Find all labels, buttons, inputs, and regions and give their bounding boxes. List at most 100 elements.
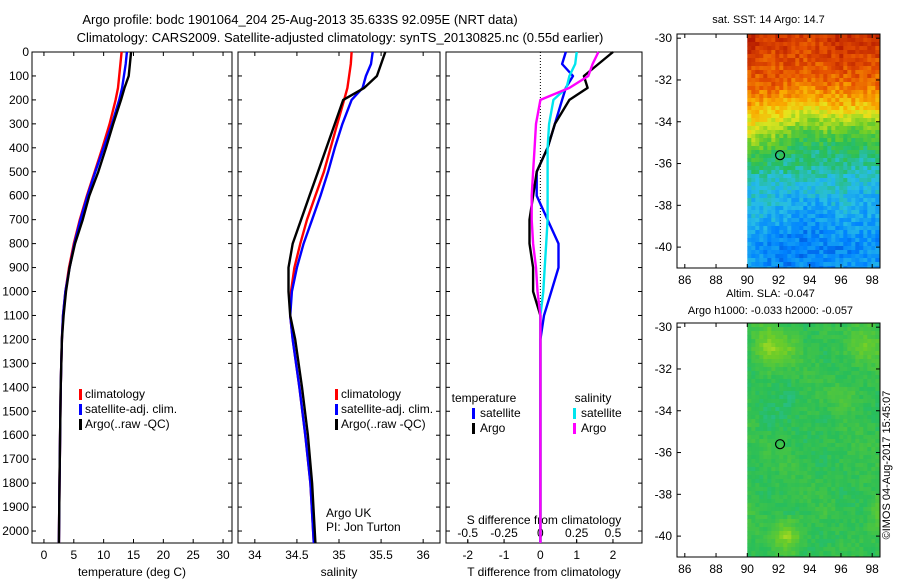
heatmap-cell	[755, 451, 760, 456]
heatmap-cell	[871, 331, 876, 336]
heatmap-cell	[843, 343, 848, 348]
heatmap-cell	[875, 62, 880, 67]
heatmap-cell	[867, 423, 872, 428]
heatmap-cell	[875, 519, 880, 524]
y-tick-label: 0	[22, 45, 29, 59]
heatmap-cell	[783, 391, 788, 396]
heatmap-cell	[779, 467, 784, 472]
heatmap-cell	[763, 407, 768, 412]
heatmap-cell	[783, 387, 788, 392]
heatmap-cell	[767, 347, 772, 352]
heatmap-cell	[843, 186, 848, 191]
heatmap-cell	[823, 78, 828, 83]
heatmap-cell	[847, 146, 852, 151]
heatmap-cell	[751, 110, 756, 115]
heatmap-cell	[823, 66, 828, 71]
heatmap-cell	[871, 262, 876, 267]
heatmap-cell	[835, 431, 840, 436]
heatmap-cell	[855, 547, 860, 552]
heatmap-cell	[759, 66, 764, 71]
heatmap-cell	[835, 90, 840, 95]
heatmap-cell	[823, 399, 828, 404]
heatmap-cell	[763, 431, 768, 436]
y-tick-label: -40	[655, 529, 673, 543]
heatmap-cell	[767, 511, 772, 516]
heatmap-cell	[831, 555, 836, 558]
heatmap-cell	[779, 487, 784, 492]
heatmap-cell	[759, 355, 764, 360]
heatmap-cell	[855, 391, 860, 396]
heatmap-cell	[783, 351, 788, 356]
heatmap-cell	[843, 154, 848, 159]
heatmap-cell	[867, 535, 872, 540]
heatmap-cell	[787, 507, 792, 512]
heatmap-cell	[827, 455, 832, 460]
heatmap-cell	[775, 375, 780, 380]
heatmap-cell	[787, 531, 792, 536]
heatmap-cell	[803, 154, 808, 159]
heatmap-cell	[851, 186, 856, 191]
heatmap-cell	[747, 126, 752, 131]
heatmap-cell	[771, 347, 776, 352]
heatmap-cell	[755, 491, 760, 496]
heatmap-cell	[787, 42, 792, 47]
heatmap-cell	[863, 46, 868, 51]
heatmap-cell	[751, 118, 756, 123]
heatmap-cell	[863, 511, 868, 516]
heatmap-cell	[859, 391, 864, 396]
heatmap-cell	[835, 146, 840, 151]
heatmap-cell	[751, 54, 756, 59]
heatmap-cell	[771, 82, 776, 87]
heatmap-cell	[803, 218, 808, 223]
heatmap-cell	[755, 379, 760, 384]
heatmap-cell	[767, 531, 772, 536]
heatmap-cell	[771, 190, 776, 195]
heatmap-cell	[843, 507, 848, 512]
heatmap-cell	[775, 527, 780, 532]
heatmap-cell	[851, 238, 856, 243]
heatmap-cell	[787, 46, 792, 51]
heatmap-cell	[831, 46, 836, 51]
heatmap-cell	[803, 423, 808, 428]
heatmap-cell	[783, 491, 788, 496]
heatmap-cell	[747, 54, 752, 59]
heatmap-cell	[843, 238, 848, 243]
heatmap-cell	[791, 114, 796, 119]
heatmap-cell	[815, 471, 820, 476]
heatmap-cell	[771, 451, 776, 456]
heatmap-cell	[871, 403, 876, 408]
heatmap-cell	[747, 254, 752, 259]
heatmap-cell	[843, 206, 848, 211]
heatmap-cell	[787, 126, 792, 131]
heatmap-cell	[791, 539, 796, 544]
heatmap-cell	[863, 547, 868, 552]
heatmap-cell	[839, 379, 844, 384]
heatmap-cell	[791, 483, 796, 488]
heatmap-cell	[831, 451, 836, 456]
heatmap-cell	[751, 395, 756, 400]
heatmap-cell	[803, 491, 808, 496]
heatmap-cell	[771, 447, 776, 452]
heatmap-cell	[843, 547, 848, 552]
heatmap-cell	[775, 254, 780, 259]
heatmap-cell	[867, 379, 872, 384]
heatmap-cell	[831, 427, 836, 432]
heatmap-cell	[871, 379, 876, 384]
heatmap-cell	[795, 182, 800, 187]
heatmap-cell	[775, 114, 780, 119]
heatmap-cell	[839, 351, 844, 356]
heatmap-cell	[847, 447, 852, 452]
heatmap-cell	[819, 339, 824, 344]
heatmap-cell	[791, 503, 796, 508]
heatmap-cell	[839, 403, 844, 408]
heatmap-cell	[871, 194, 876, 199]
heatmap-cell	[867, 222, 872, 227]
heatmap-cell	[859, 46, 864, 51]
heatmap-cell	[775, 371, 780, 376]
heatmap-cell	[827, 110, 832, 115]
heatmap-cell	[855, 50, 860, 55]
heatmap-cell	[815, 206, 820, 211]
heatmap-cell	[867, 351, 872, 356]
heatmap-cell	[779, 206, 784, 211]
heatmap-cell	[795, 487, 800, 492]
